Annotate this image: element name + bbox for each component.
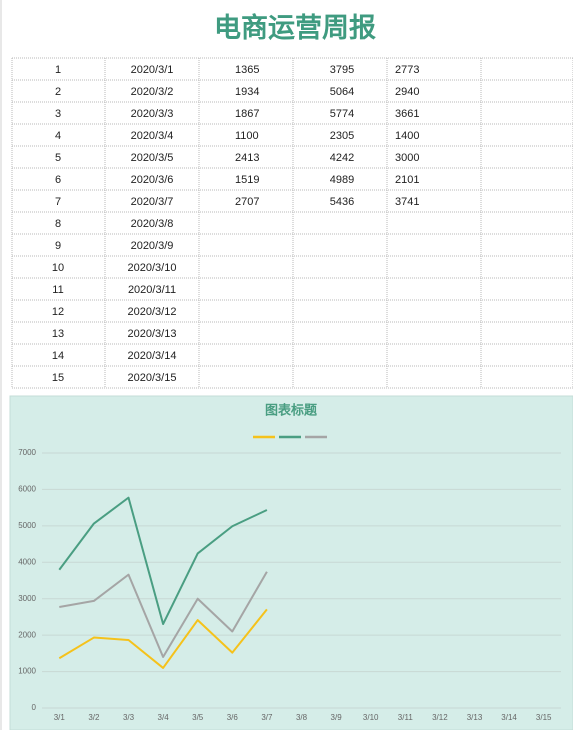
table-cell: 1365 [235, 64, 259, 76]
table-cell: 5 [55, 152, 61, 164]
table-cell: 1 [55, 64, 61, 76]
table-cell: 1519 [235, 174, 259, 186]
table-cell: 11 [52, 284, 63, 296]
x-tick-label: 3/5 [192, 713, 204, 722]
x-tick-label: 3/11 [398, 713, 414, 722]
chart-area [9, 395, 573, 731]
y-tick-label: 3000 [18, 594, 36, 603]
table-cell: 2020/3/14 [128, 350, 177, 362]
x-tick-label: 3/10 [363, 713, 379, 722]
table-cell: 2413 [235, 152, 259, 164]
table-cell: 2940 [395, 86, 419, 98]
x-tick-label: 3/9 [331, 713, 343, 722]
table-cell: 4 [55, 130, 61, 142]
x-tick-label: 3/13 [467, 713, 483, 722]
table-cell: 5774 [330, 108, 354, 120]
table-cell: 2020/3/6 [131, 174, 174, 186]
table-cell: 10 [52, 262, 64, 274]
table-cell: 2 [55, 86, 61, 98]
table-cell: 2020/3/8 [131, 218, 174, 230]
table-cell: 3795 [330, 64, 354, 76]
table-cell: 8 [55, 218, 61, 230]
table-cell: 4989 [330, 174, 354, 186]
table-cell: 3 [55, 108, 61, 120]
y-tick-label: 4000 [18, 557, 36, 566]
x-tick-label: 3/8 [296, 713, 308, 722]
table-cell: 2020/3/7 [131, 196, 174, 208]
x-tick-label: 3/2 [88, 713, 100, 722]
x-tick-label: 3/7 [261, 713, 273, 722]
table-cell: 3741 [395, 196, 419, 208]
table-cell: 2020/3/13 [128, 328, 177, 340]
table-cell: 2707 [235, 196, 259, 208]
table-cell: 2773 [395, 64, 419, 76]
table-cell: 5064 [330, 86, 354, 98]
table-cell: 14 [52, 350, 64, 362]
table-cell: 2020/3/12 [128, 306, 177, 318]
table-cell: 2020/3/1 [131, 64, 174, 76]
table-cell: 1100 [235, 130, 259, 142]
report-title: 电商运营周报 [214, 13, 376, 43]
y-tick-label: 0 [32, 703, 37, 712]
table-cell: 12 [52, 306, 64, 318]
y-tick-label: 2000 [18, 630, 36, 639]
x-tick-label: 3/3 [123, 713, 135, 722]
table-cell: 9 [55, 240, 61, 252]
table-cell: 1867 [235, 108, 259, 120]
x-tick-label: 3/6 [227, 713, 239, 722]
x-tick-label: 3/14 [501, 713, 517, 722]
table-cell: 2020/3/3 [131, 108, 174, 120]
table-cell: 2020/3/11 [128, 284, 176, 296]
table-cell: 13 [52, 328, 64, 340]
table-cell: 3661 [395, 108, 419, 120]
table-cell: 1400 [395, 130, 419, 142]
series-line [58, 608, 268, 669]
table-cell: 1934 [235, 86, 259, 98]
series-line [58, 496, 268, 626]
table-cell: 5436 [330, 196, 354, 208]
table-cell: 2020/3/4 [131, 130, 174, 142]
table-cell: 2020/3/2 [131, 86, 174, 98]
table-cell: 2020/3/9 [131, 240, 174, 252]
table-cell: 4242 [330, 152, 354, 164]
y-tick-label: 7000 [18, 448, 36, 457]
y-tick-label: 6000 [18, 485, 36, 494]
series-line [59, 571, 268, 658]
table-cell: 2305 [330, 130, 354, 142]
y-tick-label: 1000 [18, 667, 36, 676]
x-tick-label: 3/12 [432, 713, 448, 722]
table-cell: 2020/3/5 [131, 152, 174, 164]
y-tick-label: 5000 [18, 521, 36, 530]
table-cell: 2020/3/15 [128, 372, 177, 384]
x-tick-label: 3/4 [158, 713, 170, 722]
table-cell: 15 [52, 372, 64, 384]
x-tick-label: 3/1 [54, 713, 66, 722]
table-cell: 2020/3/10 [128, 262, 177, 274]
chart-title: 图表标题 [265, 402, 318, 417]
table-cell: 2101 [395, 174, 419, 186]
table-cell: 6 [55, 174, 61, 186]
table-cell: 3000 [395, 152, 419, 164]
x-tick-label: 3/15 [536, 713, 552, 722]
table-cell: 7 [55, 196, 61, 208]
